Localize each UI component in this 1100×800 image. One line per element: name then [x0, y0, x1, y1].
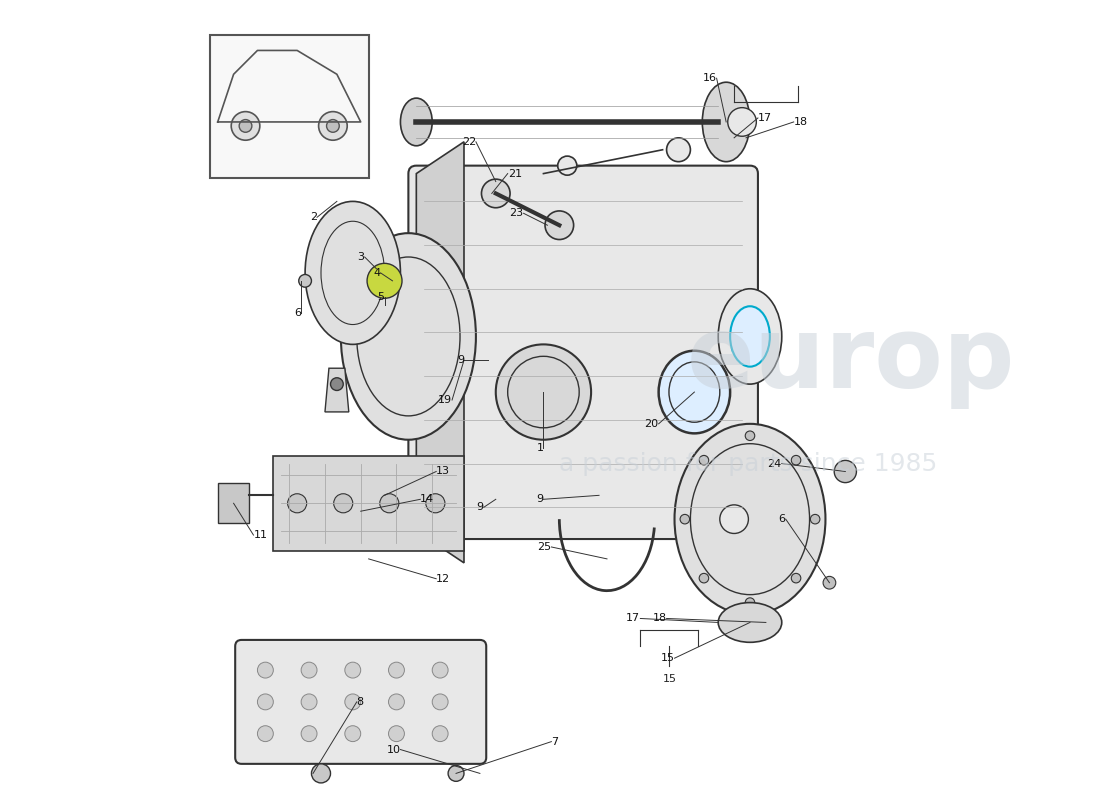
Circle shape	[301, 726, 317, 742]
Text: 1: 1	[537, 442, 543, 453]
Text: 7: 7	[551, 737, 559, 746]
Circle shape	[257, 662, 273, 678]
Ellipse shape	[482, 179, 510, 208]
Circle shape	[745, 598, 755, 607]
Circle shape	[319, 112, 348, 140]
Ellipse shape	[702, 82, 750, 162]
Circle shape	[834, 460, 857, 482]
Text: 10: 10	[386, 745, 400, 754]
Ellipse shape	[667, 138, 691, 162]
Ellipse shape	[728, 108, 757, 136]
Text: europ: europ	[686, 312, 1015, 409]
Circle shape	[388, 662, 405, 678]
Ellipse shape	[558, 156, 576, 175]
Text: 14: 14	[420, 494, 434, 504]
Text: 18: 18	[652, 614, 667, 623]
Polygon shape	[416, 142, 464, 563]
Text: 6: 6	[779, 514, 785, 524]
Circle shape	[330, 378, 343, 390]
Circle shape	[287, 494, 307, 513]
Ellipse shape	[367, 263, 402, 298]
Text: 4: 4	[373, 268, 381, 278]
Ellipse shape	[718, 602, 782, 642]
Ellipse shape	[730, 306, 770, 366]
Text: 15: 15	[662, 674, 676, 684]
Circle shape	[432, 662, 448, 678]
Text: 6: 6	[294, 308, 301, 318]
Circle shape	[311, 764, 330, 783]
Circle shape	[448, 766, 464, 782]
Circle shape	[700, 455, 708, 465]
Bar	[210, 34, 368, 178]
Circle shape	[257, 694, 273, 710]
Text: 9: 9	[476, 502, 484, 512]
Bar	[218, 483, 250, 523]
Text: 2: 2	[310, 212, 317, 222]
Text: 17: 17	[626, 614, 640, 623]
Text: 18: 18	[794, 117, 807, 127]
Circle shape	[344, 662, 361, 678]
Text: 17: 17	[758, 113, 772, 123]
Circle shape	[231, 112, 260, 140]
Circle shape	[301, 694, 317, 710]
Circle shape	[426, 494, 444, 513]
Text: 23: 23	[509, 208, 524, 218]
Text: 21: 21	[508, 169, 521, 178]
Text: 12: 12	[437, 574, 450, 584]
Circle shape	[745, 431, 755, 441]
Circle shape	[791, 455, 801, 465]
Circle shape	[301, 662, 317, 678]
Circle shape	[811, 514, 819, 524]
Circle shape	[379, 494, 399, 513]
FancyBboxPatch shape	[235, 640, 486, 764]
Text: 9: 9	[456, 355, 464, 366]
Ellipse shape	[719, 505, 748, 534]
Text: 16: 16	[703, 74, 716, 83]
FancyBboxPatch shape	[408, 166, 758, 539]
Text: 11: 11	[253, 530, 267, 540]
Text: 19: 19	[438, 395, 452, 405]
Ellipse shape	[659, 350, 730, 434]
Text: 22: 22	[462, 137, 476, 147]
Circle shape	[791, 574, 801, 583]
Circle shape	[239, 119, 252, 132]
Text: 3: 3	[358, 252, 365, 262]
Text: 24: 24	[768, 458, 782, 469]
Text: a passion for parts since 1985: a passion for parts since 1985	[559, 451, 937, 475]
Circle shape	[344, 726, 361, 742]
Circle shape	[700, 574, 708, 583]
Circle shape	[680, 514, 690, 524]
Circle shape	[432, 726, 448, 742]
Text: 13: 13	[437, 466, 450, 477]
Ellipse shape	[544, 211, 573, 239]
Text: 8: 8	[356, 697, 364, 707]
Text: 9: 9	[537, 494, 543, 504]
Circle shape	[327, 119, 339, 132]
Ellipse shape	[718, 289, 782, 384]
Circle shape	[823, 576, 836, 589]
Circle shape	[344, 694, 361, 710]
Circle shape	[432, 694, 448, 710]
Text: 20: 20	[645, 419, 659, 429]
Ellipse shape	[341, 233, 476, 440]
Ellipse shape	[400, 98, 432, 146]
Text: 25: 25	[537, 542, 551, 552]
Text: 15: 15	[660, 653, 674, 663]
Ellipse shape	[496, 344, 591, 440]
Circle shape	[388, 694, 405, 710]
Circle shape	[257, 726, 273, 742]
Circle shape	[333, 494, 353, 513]
Ellipse shape	[305, 202, 400, 344]
Text: 5: 5	[377, 292, 385, 302]
Bar	[273, 456, 464, 551]
Polygon shape	[324, 368, 349, 412]
Ellipse shape	[674, 424, 825, 614]
Circle shape	[388, 726, 405, 742]
Circle shape	[299, 274, 311, 287]
